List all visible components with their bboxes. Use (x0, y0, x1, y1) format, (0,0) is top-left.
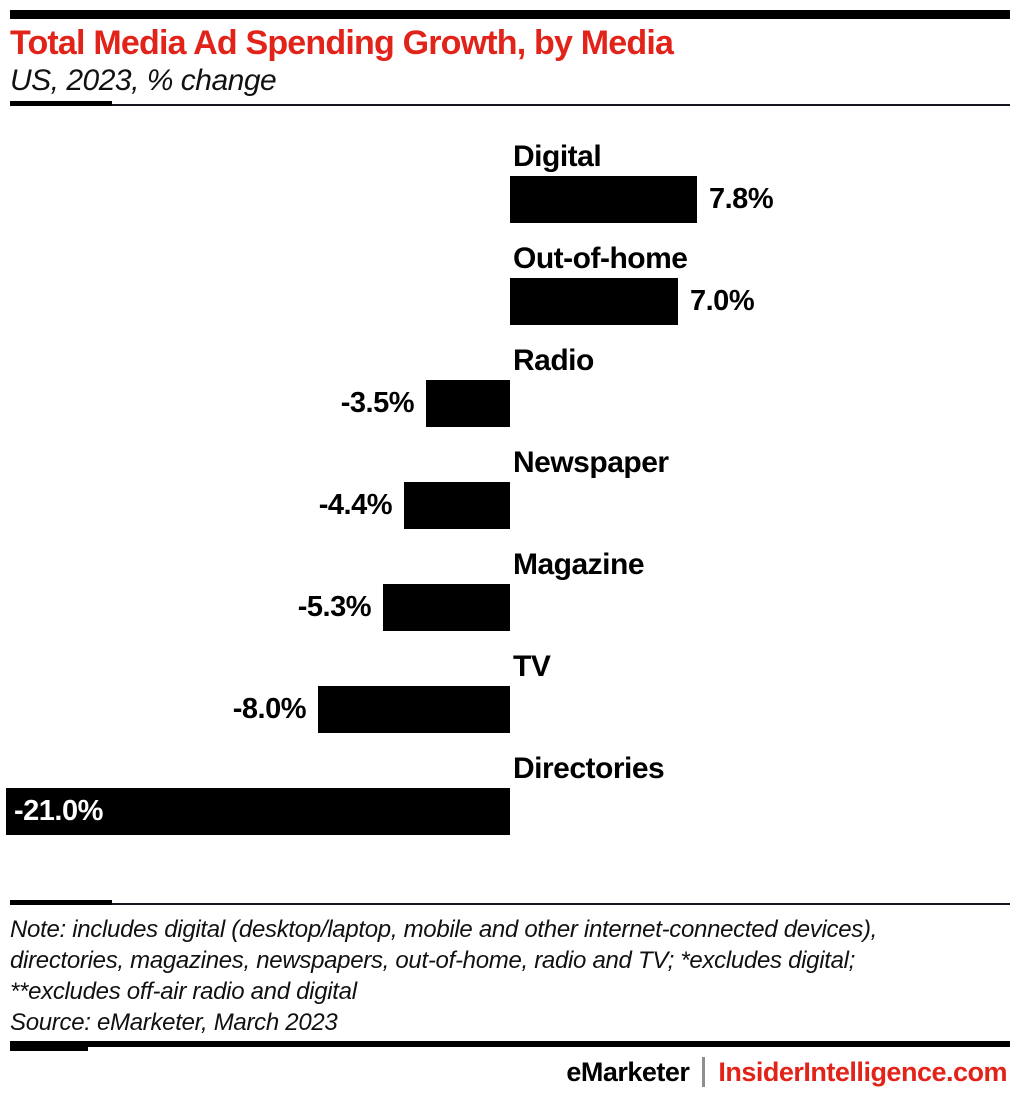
header-divider-nub (10, 101, 112, 106)
header-divider (10, 104, 1010, 106)
footnote-block: Note: includes digital (desktop/laptop, … (10, 914, 1010, 1038)
bar (426, 380, 510, 427)
bar-row: Radio -3.5% (0, 344, 1020, 446)
notes-divider-nub (10, 900, 112, 905)
footnote-line: directories, magazines, newspapers, out-… (10, 947, 856, 974)
value-label: -8.0% (232, 693, 307, 725)
bar-chart: Digital 7.8% Out-of-home 7.0% Radio -3.5% News… (0, 140, 1020, 854)
bar (404, 482, 510, 529)
notes-divider (10, 903, 1010, 905)
bar-row: Digital 7.8% (0, 140, 1020, 242)
category-label: Newspaper (513, 446, 669, 479)
category-label: Digital (513, 140, 602, 173)
bar-row: Out-of-home 7.0% (0, 242, 1020, 344)
value-label: -5.3% (297, 591, 372, 623)
category-label: Magazine (513, 548, 645, 581)
category-label: Radio (513, 344, 594, 377)
footer-brand-row: eMarketer InsiderIntelligence.com (566, 1055, 1007, 1089)
footnote-line: Note: includes digital (desktop/laptop, … (10, 916, 878, 943)
top-black-bar (10, 10, 1010, 19)
insider-intelligence-link[interactable]: InsiderIntelligence.com (718, 1056, 1007, 1087)
category-label: Out-of-home (513, 242, 688, 275)
category-label: TV (513, 650, 551, 683)
chart-title: Total Media Ad Spending Growth, by Media (10, 24, 674, 62)
bar (510, 278, 678, 325)
value-label: 7.0% (690, 285, 755, 317)
bar-row: Directories -21.0% (0, 752, 1020, 854)
bar (510, 176, 697, 223)
footer-black-bar-nub (10, 1041, 88, 1051)
bar-row: TV -8.0% (0, 650, 1020, 752)
bar-row: Newspaper -4.4% (0, 446, 1020, 548)
value-label: -4.4% (318, 489, 393, 521)
source-line: Source: eMarketer, March 2023 (10, 1009, 338, 1036)
value-label: -21.0% (14, 795, 103, 827)
bar-row: Magazine -5.3% (0, 548, 1020, 650)
footer-separator-bar (702, 1057, 706, 1087)
footnote-line: **excludes off-air radio and digital (10, 978, 357, 1005)
bar (6, 788, 510, 835)
value-label: -3.5% (340, 387, 415, 419)
chart-subtitle: US, 2023, % change (10, 64, 277, 97)
category-label: Directories (513, 752, 665, 785)
bar (318, 686, 510, 733)
emarketer-logo: eMarketer (566, 1056, 690, 1087)
value-label: 7.8% (709, 183, 774, 215)
footer-black-bar (10, 1041, 1010, 1047)
bar (383, 584, 510, 631)
